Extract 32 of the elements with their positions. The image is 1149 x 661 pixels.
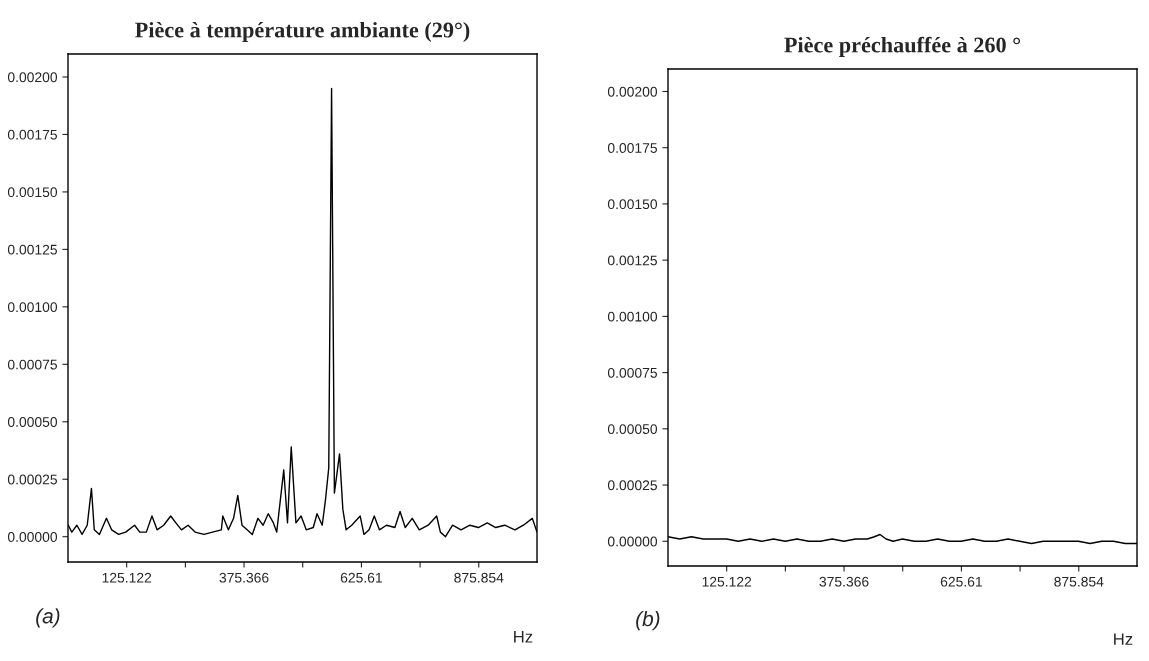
y-tick-label: 0.00000 xyxy=(607,536,658,547)
y-tick-label: 0.00150 xyxy=(607,199,658,210)
y-tick-label: 0.00150 xyxy=(7,187,58,198)
y-tick-label: 0.00000 xyxy=(7,532,58,542)
x-tick-label: 375.366 xyxy=(819,576,869,587)
y-tick-label: 0.00200 xyxy=(607,86,658,97)
y-tick-label: 0.00075 xyxy=(7,359,58,370)
y-tick-label: 0.00025 xyxy=(607,480,658,491)
chart-title: Pièce à température ambiante (29°) xyxy=(135,21,470,43)
y-tick-label: 0.00050 xyxy=(7,417,58,427)
text: (b) xyxy=(636,610,660,631)
x-tick-label: 875.854 xyxy=(454,572,504,583)
x-tick-label: 375.366 xyxy=(219,572,269,583)
x-tick-label: 125.122 xyxy=(102,572,152,583)
y-tick-label: 0.00175 xyxy=(607,143,658,153)
y-tick-label: 0.00100 xyxy=(607,311,658,322)
x-axis-title: Hz xyxy=(514,631,533,643)
y-tick-label: 0.00200 xyxy=(7,72,58,83)
chart-title: Pièce préchauffée à 260 ° xyxy=(784,36,1021,58)
x-tick-label: 875.854 xyxy=(1054,576,1104,587)
x-tick-label: 625.61 xyxy=(940,576,982,587)
y-tick-label: 0.00100 xyxy=(7,302,58,313)
x-tick-label: 625.61 xyxy=(340,572,382,583)
x-tick-label: 125.122 xyxy=(702,576,752,587)
y-tick-label: 0.00075 xyxy=(607,367,658,378)
y-tick-label: 0.00125 xyxy=(7,244,58,255)
y-tick-label: 0.00050 xyxy=(607,424,658,434)
y-tick-label: 0.00025 xyxy=(7,474,58,485)
y-tick-label: 0.00175 xyxy=(7,129,58,140)
y-tick-label: 0.00125 xyxy=(607,255,658,266)
text: (a) xyxy=(36,608,60,628)
x-axis-title: Hz xyxy=(1114,633,1133,645)
